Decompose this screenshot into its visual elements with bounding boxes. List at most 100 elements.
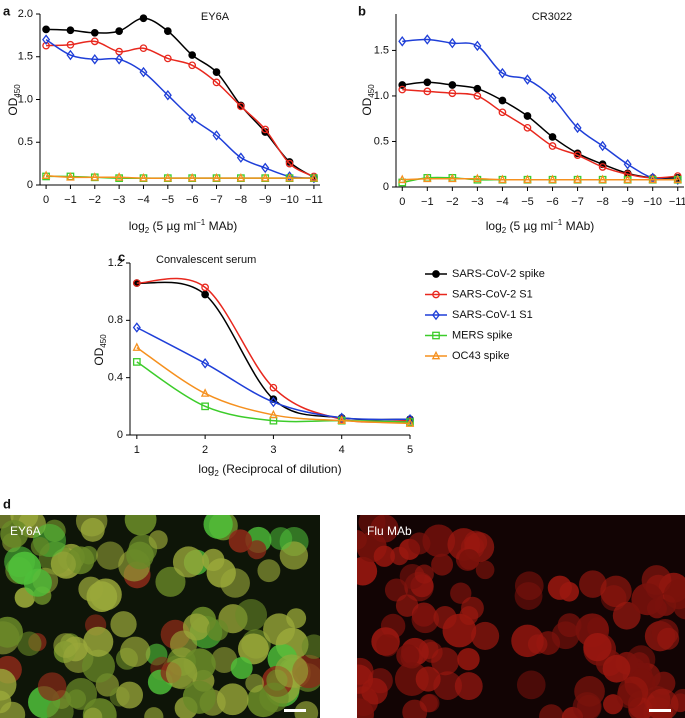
cell bbox=[414, 564, 434, 584]
chart-title: CR3022 bbox=[532, 11, 572, 23]
marker bbox=[423, 78, 432, 87]
marker bbox=[598, 140, 607, 152]
marker bbox=[523, 112, 532, 120]
x-tick-label: −11 bbox=[669, 196, 685, 208]
marker bbox=[573, 122, 582, 134]
cell bbox=[83, 626, 114, 657]
cell bbox=[294, 701, 319, 718]
cell bbox=[657, 627, 680, 650]
x-tick-label: −6 bbox=[546, 196, 559, 208]
curve bbox=[46, 40, 315, 178]
marker bbox=[236, 152, 245, 163]
marker bbox=[42, 41, 50, 50]
curve bbox=[402, 81, 678, 179]
marker bbox=[90, 172, 100, 181]
x-tick-label: −7 bbox=[571, 196, 584, 208]
x-label-part: MAb) bbox=[205, 219, 237, 233]
cell bbox=[279, 541, 309, 570]
x-tick-label: −11 bbox=[305, 194, 323, 206]
marker bbox=[201, 358, 210, 369]
y-tick-label: 0 bbox=[27, 179, 33, 191]
marker bbox=[42, 34, 51, 45]
marker bbox=[337, 415, 346, 425]
x-label-part: log bbox=[129, 219, 145, 233]
marker bbox=[398, 36, 407, 47]
micrographs: EY6A Flu MAb bbox=[0, 515, 685, 718]
cell bbox=[376, 634, 399, 657]
legend-marker bbox=[431, 350, 441, 360]
marker bbox=[523, 174, 532, 184]
x-tick-label: −2 bbox=[89, 194, 102, 206]
legend-marker bbox=[432, 270, 440, 278]
cell bbox=[120, 636, 151, 667]
marker bbox=[132, 342, 142, 351]
legend-label: OC43 spike bbox=[452, 350, 509, 362]
cell bbox=[579, 570, 607, 598]
cell bbox=[583, 632, 612, 662]
marker bbox=[623, 158, 632, 170]
x-tick-label: 0 bbox=[399, 196, 405, 208]
marker bbox=[285, 159, 294, 168]
cell bbox=[367, 668, 393, 694]
x-tick-label: −5 bbox=[162, 194, 175, 206]
cells bbox=[0, 515, 320, 718]
curve bbox=[136, 326, 411, 421]
marker bbox=[201, 402, 209, 411]
legend-label: MERS spike bbox=[452, 329, 513, 341]
cell bbox=[81, 649, 115, 683]
legend-label: SARS-CoV-2 spike bbox=[452, 268, 545, 280]
cell bbox=[408, 532, 431, 555]
marker bbox=[163, 54, 172, 63]
marker bbox=[163, 89, 172, 101]
x-tick-label: −5 bbox=[521, 196, 534, 208]
x-tick-label: −10 bbox=[643, 196, 662, 208]
curve bbox=[402, 38, 678, 181]
cell bbox=[450, 582, 472, 604]
cell bbox=[357, 664, 374, 694]
cell bbox=[373, 545, 395, 567]
x-tick-label: 3 bbox=[270, 444, 276, 456]
marker bbox=[269, 409, 278, 419]
x-tick-label: −10 bbox=[280, 194, 299, 206]
cell bbox=[30, 537, 50, 556]
legend-marker bbox=[432, 290, 440, 299]
marker bbox=[648, 174, 657, 184]
cell bbox=[46, 698, 74, 718]
marker bbox=[114, 172, 124, 181]
x-label-part: 2 bbox=[502, 226, 507, 235]
marker bbox=[337, 412, 346, 424]
cell bbox=[257, 559, 281, 583]
x-tick-label: 1 bbox=[134, 444, 140, 456]
cell bbox=[182, 680, 216, 714]
panel-label: c bbox=[118, 249, 125, 264]
cell bbox=[0, 668, 17, 701]
marker bbox=[498, 108, 507, 117]
cell bbox=[514, 571, 544, 601]
marker bbox=[66, 172, 75, 181]
marker bbox=[41, 170, 51, 179]
x-tick-label: −1 bbox=[64, 194, 77, 206]
marker bbox=[200, 388, 210, 397]
cell bbox=[211, 646, 238, 673]
cell bbox=[126, 541, 154, 570]
marker bbox=[187, 173, 197, 182]
marker bbox=[212, 78, 221, 87]
marker bbox=[598, 163, 607, 171]
x-label-part: log bbox=[486, 219, 502, 233]
marker bbox=[132, 279, 141, 287]
marker bbox=[261, 162, 270, 174]
x-tick-label: −8 bbox=[235, 194, 248, 206]
x-label-part: (5 µg ml bbox=[506, 219, 553, 233]
cell bbox=[165, 657, 198, 690]
image-label: Flu MAb bbox=[367, 524, 412, 538]
marker bbox=[90, 54, 99, 65]
x-tick-label: −3 bbox=[113, 194, 126, 206]
cell bbox=[358, 515, 386, 536]
marker bbox=[548, 92, 557, 104]
marker bbox=[132, 322, 141, 333]
curve bbox=[45, 39, 314, 179]
marker bbox=[139, 14, 148, 23]
cell bbox=[574, 676, 605, 707]
marker bbox=[673, 174, 682, 185]
marker bbox=[473, 40, 482, 52]
